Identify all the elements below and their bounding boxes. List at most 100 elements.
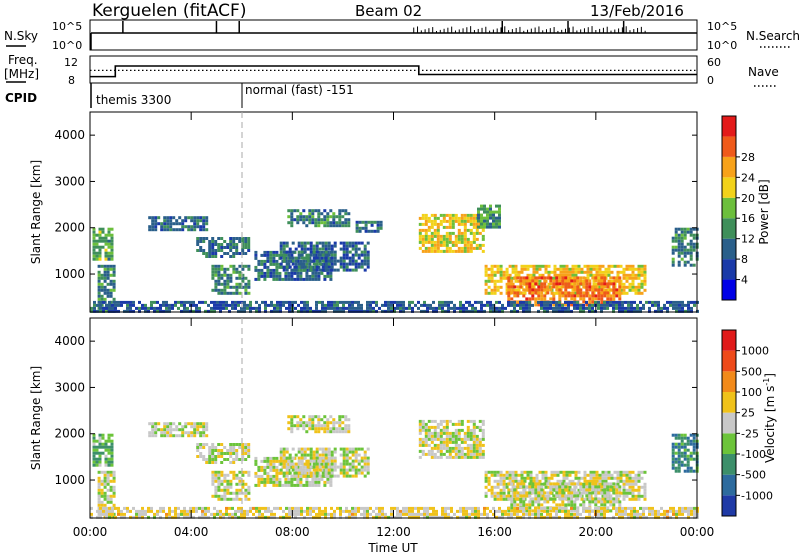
power-cell — [110, 239, 114, 243]
power-cell — [303, 300, 306, 304]
power-cell — [293, 277, 297, 281]
power-cell — [354, 309, 357, 313]
velocity-cell — [97, 497, 101, 501]
velocity-cell — [433, 419, 437, 423]
velocity-cell — [442, 437, 446, 441]
velocity-cell — [565, 470, 569, 474]
power-cell — [448, 231, 452, 235]
power-cell — [571, 270, 575, 274]
power-cell — [513, 309, 516, 313]
velocity-cell — [466, 419, 470, 423]
power-cell — [109, 282, 113, 286]
power-cell — [460, 240, 464, 244]
power-cell — [246, 303, 249, 307]
velocity-cell — [507, 494, 511, 498]
velocity-cell — [363, 468, 367, 472]
velocity-cell — [408, 509, 411, 513]
power-cell — [354, 244, 358, 248]
velocity-cell — [460, 437, 464, 441]
velocity-cell — [345, 456, 349, 460]
velocity-cell — [537, 500, 541, 504]
power-cell — [496, 285, 500, 289]
power-cell — [607, 264, 611, 268]
velocity-cell — [333, 465, 337, 469]
power-cell — [496, 264, 500, 268]
velocity-cell — [237, 506, 240, 510]
velocity-cell — [296, 421, 300, 425]
power-cell — [489, 204, 492, 208]
power-cell — [294, 306, 297, 310]
velocity-cell — [284, 477, 288, 481]
velocity-cell — [202, 431, 206, 435]
velocity-cell — [335, 421, 339, 425]
power-cell — [595, 270, 599, 274]
velocity-cell — [674, 469, 678, 473]
power-cell — [513, 300, 516, 304]
power-cell — [311, 212, 315, 216]
power-cell — [96, 309, 99, 313]
velocity-cell — [126, 506, 129, 510]
power-cell — [543, 297, 547, 301]
power-cell — [151, 219, 155, 223]
power-cell — [448, 225, 452, 229]
velocity-cell — [475, 449, 479, 453]
power-cell — [103, 288, 107, 292]
velocity-cell — [323, 415, 327, 419]
velocity-cell — [692, 469, 696, 473]
power-cell — [510, 303, 513, 307]
power-cell — [223, 279, 227, 283]
power-cell — [454, 237, 458, 241]
velocity-cell — [269, 477, 273, 481]
velocity-cell — [198, 506, 201, 510]
velocity-cell — [184, 431, 188, 435]
velocity-cell — [433, 431, 437, 435]
velocity-cell — [97, 503, 101, 507]
power-cell — [108, 309, 111, 313]
power-cell — [538, 267, 542, 271]
power-cell — [98, 257, 102, 261]
velocity-cell — [451, 440, 455, 444]
power-cell — [202, 249, 206, 252]
power-cell — [375, 309, 378, 313]
velocity-cell — [567, 515, 570, 519]
velocity-cell — [511, 470, 515, 474]
power-cell — [193, 228, 197, 232]
power-cell — [519, 303, 522, 307]
power-cell — [105, 306, 108, 310]
power-cell — [220, 246, 224, 249]
power-cell — [204, 309, 207, 313]
power-cell — [538, 282, 542, 286]
velocity-cell — [309, 453, 313, 457]
velocity-cell — [598, 482, 602, 486]
velocity-cell — [576, 506, 580, 510]
power-cell — [305, 215, 309, 219]
power-cell — [326, 268, 330, 272]
power-cell — [92, 230, 96, 234]
power-cell — [347, 218, 351, 222]
velocity-cell — [184, 425, 188, 429]
velocity-cell — [671, 451, 675, 455]
power-cell — [255, 306, 258, 310]
power-cell — [637, 285, 641, 289]
velocity-cell — [282, 474, 286, 478]
power-cell — [690, 309, 693, 313]
velocity-cell — [95, 448, 99, 452]
power-cell — [499, 285, 503, 289]
velocity-cell — [396, 506, 399, 510]
velocity-cell — [333, 515, 336, 519]
velocity-cell — [552, 482, 556, 486]
power-cell — [195, 303, 198, 307]
velocity-cell — [317, 430, 321, 434]
velocity-cell — [487, 479, 491, 483]
power-cell — [226, 252, 230, 255]
velocity-cell — [207, 506, 210, 510]
velocity-cell — [244, 494, 248, 498]
velocity-cell — [211, 461, 215, 464]
velocity-cell — [505, 476, 509, 480]
velocity-cell — [519, 500, 523, 504]
power-cell — [546, 288, 550, 292]
power-cell — [103, 297, 107, 301]
power-cell — [104, 233, 108, 237]
power-cell — [99, 300, 102, 304]
velocity-cell — [567, 500, 571, 504]
